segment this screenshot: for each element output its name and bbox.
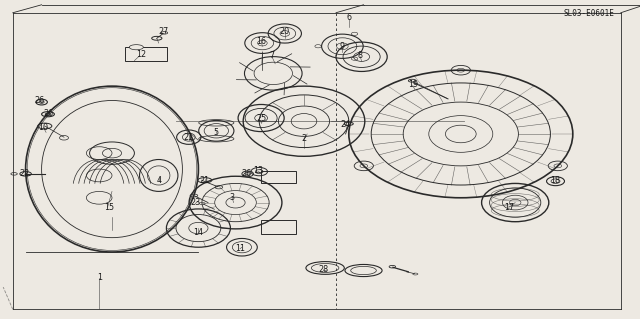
Text: 18: 18 bbox=[550, 176, 561, 185]
Text: 27: 27 bbox=[158, 27, 168, 36]
Text: 14: 14 bbox=[193, 228, 204, 237]
Text: 20: 20 bbox=[280, 27, 290, 36]
Text: 13: 13 bbox=[253, 166, 263, 175]
Text: 5: 5 bbox=[214, 128, 219, 137]
Text: 21: 21 bbox=[184, 133, 194, 142]
Text: 26: 26 bbox=[43, 109, 53, 118]
Bar bbox=[261, 220, 296, 234]
Bar bbox=[261, 171, 296, 183]
Text: 9: 9 bbox=[340, 42, 345, 51]
Text: 19: 19 bbox=[408, 80, 418, 89]
Text: 23: 23 bbox=[190, 198, 200, 207]
Text: 11: 11 bbox=[235, 244, 245, 253]
Text: 26: 26 bbox=[35, 96, 45, 105]
Text: 24: 24 bbox=[340, 120, 351, 129]
Text: 10: 10 bbox=[38, 123, 49, 132]
Text: 21: 21 bbox=[200, 176, 210, 185]
Text: 3: 3 bbox=[230, 193, 235, 202]
Text: 2: 2 bbox=[301, 134, 307, 143]
Text: 8: 8 bbox=[358, 51, 363, 60]
Text: 6: 6 bbox=[346, 13, 351, 22]
Bar bbox=[125, 47, 167, 61]
Text: 17: 17 bbox=[504, 203, 514, 212]
Ellipse shape bbox=[129, 45, 143, 50]
Text: 12: 12 bbox=[136, 50, 146, 59]
Text: 4: 4 bbox=[156, 176, 161, 185]
Text: 25: 25 bbox=[256, 114, 266, 122]
Text: SL03-E0601E: SL03-E0601E bbox=[564, 9, 614, 18]
Text: 28: 28 bbox=[318, 265, 328, 274]
Text: 16: 16 bbox=[256, 37, 266, 46]
Text: 26: 26 bbox=[241, 169, 252, 178]
Text: 7: 7 bbox=[269, 51, 275, 60]
Text: 22: 22 bbox=[19, 169, 29, 178]
Text: 15: 15 bbox=[104, 203, 114, 212]
Text: 1: 1 bbox=[97, 273, 102, 282]
